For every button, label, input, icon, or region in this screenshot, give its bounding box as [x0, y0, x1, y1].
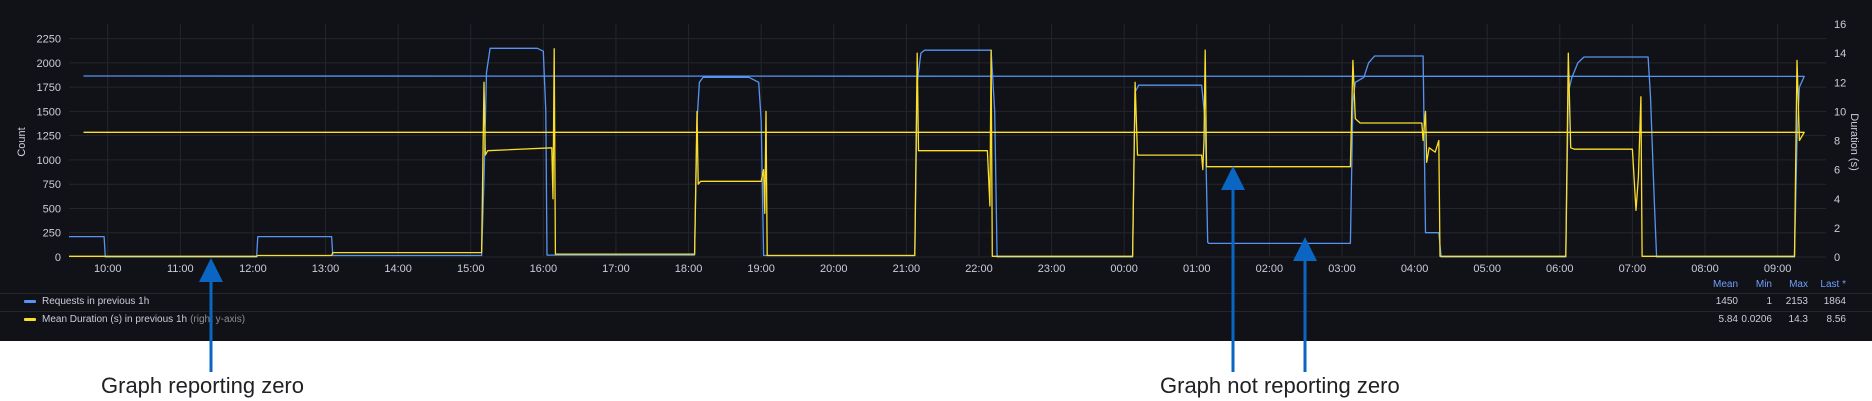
legend-label-requests[interactable]: Requests in previous 1h: [42, 296, 150, 307]
x-tick-label: 20:00: [820, 263, 848, 275]
legend-value-min: 0.0206: [1741, 314, 1772, 325]
legend-label-duration[interactable]: Mean Duration (s) in previous 1h: [42, 314, 188, 325]
legend-value-last: 8.56: [1826, 314, 1846, 325]
y-right-tick-label: 8: [1834, 136, 1840, 148]
x-tick-label: 03:00: [1328, 263, 1356, 275]
time-series-chart: 10:00 11:00 12:00 13:00 14:00 15:00 16:00 17:00…: [16, 19, 1860, 275]
legend-row-duration[interactable]: Mean Duration (s) in previous 1h (right y…: [0, 311, 1872, 330]
y-left-tick-label: 500: [43, 203, 61, 215]
x-tick-label: 06:00: [1546, 263, 1574, 275]
legend-label-duration-suffix: (right y-axis): [190, 314, 246, 325]
y-right-tick-label: 6: [1834, 165, 1840, 177]
x-tick-label: 07:00: [1619, 263, 1647, 275]
y-right-tick-label: 2: [1834, 223, 1840, 235]
x-tick-label: 05:00: [1473, 263, 1501, 275]
y-left-tick-label: 1250: [37, 131, 61, 143]
legend-value-mean: 5.84: [1718, 314, 1738, 325]
x-tick-label: 21:00: [893, 263, 921, 275]
x-tick-label: 16:00: [530, 263, 558, 275]
y-right-tick-label: 14: [1834, 48, 1846, 60]
annotation-graph-reporting-zero: Graph reporting zero: [101, 373, 304, 398]
x-tick-label: 11:00: [167, 263, 194, 275]
legend-value-max: 14.3: [1788, 314, 1808, 325]
x-tick-label: 14:00: [384, 263, 412, 275]
x-tick-label: 18:00: [675, 263, 703, 275]
legend-header-mean[interactable]: Mean: [1712, 279, 1738, 290]
x-tick-label: 17:00: [602, 263, 630, 275]
x-tick-label: 04:00: [1401, 263, 1429, 275]
y-right-tick-label: 12: [1834, 77, 1846, 89]
x-tick-label: 08:00: [1691, 263, 1719, 275]
legend-swatch-duration: [24, 317, 36, 321]
y-right-tick-label: 0: [1834, 252, 1840, 264]
x-tick-label: 09:00: [1764, 263, 1792, 275]
y-left-tick-label: 250: [43, 228, 61, 240]
y-left-tick-label: 750: [43, 179, 61, 191]
y-left-tick-label: 1000: [37, 155, 61, 167]
x-tick-label: 02:00: [1256, 263, 1284, 275]
x-tick-label: 10:00: [94, 263, 122, 275]
series-line-duration[interactable]: [69, 48, 1805, 257]
x-tick-label: 00:00: [1110, 263, 1138, 275]
legend-swatch-requests: [24, 299, 36, 303]
y-left-tick-label: 1750: [37, 82, 61, 94]
annotation-graph-not-reporting-zero: Graph not reporting zero: [1160, 373, 1400, 398]
y-right-tick-label: 4: [1834, 194, 1840, 206]
legend-value-max: 2153: [1785, 296, 1808, 307]
series-line-requests[interactable]: [69, 47, 1805, 258]
x-tick-label: 01:00: [1183, 263, 1211, 275]
legend-value-mean: 1450: [1715, 296, 1738, 307]
y-left-tick-label: 0: [55, 252, 61, 264]
legend-header-min[interactable]: Min: [1755, 279, 1772, 290]
x-tick-label: 12:00: [239, 263, 267, 275]
legend-value-last: 1864: [1823, 296, 1846, 307]
legend-value-min: 1: [1766, 296, 1772, 307]
y-left-tick-label: 2000: [37, 58, 61, 70]
y-left-tick-label: 2250: [37, 34, 61, 46]
x-tick-label: 15:00: [457, 263, 485, 275]
x-tick-label: 22:00: [965, 263, 993, 275]
x-tick-label: 13:00: [312, 263, 340, 275]
y-left-tick-label: 1500: [37, 106, 61, 118]
y-right-tick-label: 10: [1834, 106, 1846, 118]
x-tick-label: 19:00: [747, 263, 775, 275]
legend-header-max[interactable]: Max: [1789, 279, 1808, 290]
y-right-tick-label: 16: [1834, 19, 1846, 31]
y-axis-right-title: Duration (s): [1848, 113, 1860, 170]
chart-panel: 10:00 11:00 12:00 13:00 14:00 15:00 16:00 17:00…: [0, 0, 1872, 341]
y-axis-left-title: Count: [16, 127, 28, 156]
x-tick-label: 23:00: [1038, 263, 1066, 275]
legend-header-last[interactable]: Last *: [1820, 279, 1846, 290]
legend-row-requests[interactable]: Requests in previous 1h 1450 1 2153 1864: [0, 293, 1872, 312]
